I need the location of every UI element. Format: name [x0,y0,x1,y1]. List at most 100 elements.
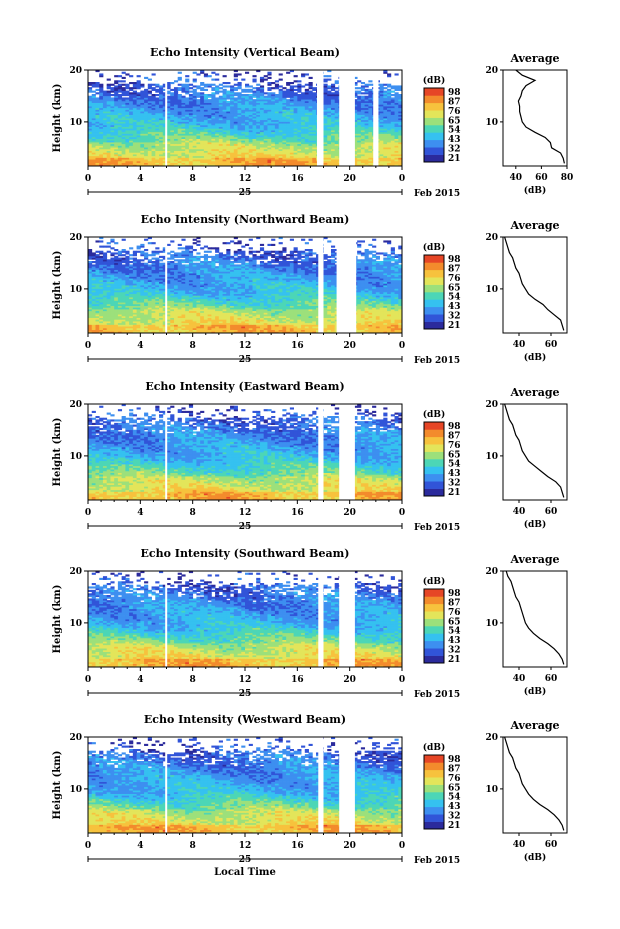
heatmap-cell [368,83,373,86]
heatmap-cell [233,152,238,155]
heatmap-cell [282,148,287,151]
heatmap-cell [360,82,366,85]
heatmap-cell [203,143,209,146]
heatmap-cell [110,164,115,167]
heatmap-cell [166,136,171,139]
heatmap-cell [271,154,276,157]
heatmap-cell [330,154,336,157]
heatmap-cell [177,148,182,151]
heatmap-cell [308,154,313,157]
heatmap-cell [207,140,212,143]
heatmap-cell [241,78,246,81]
heatmap-cell [330,152,336,155]
heatmap-cell [211,152,216,155]
heatmap-cell [99,145,104,148]
heatmap-cell [173,152,179,155]
heatmap-cell [245,145,250,148]
heatmap-cell [151,147,156,150]
heatmap-cell [91,82,96,85]
heatmap-cell [144,155,149,158]
heatmap-cell [173,142,179,145]
heatmap-cell [334,138,339,141]
heatmap-cell [289,142,294,145]
heatmap-cell [136,143,141,146]
colorbar-segment [424,132,444,141]
heatmap-cell [188,94,194,97]
heatmap-cell [241,157,246,160]
heatmap-cell [226,90,231,93]
heatmap-cell [334,90,339,93]
heatmap-cell [121,80,126,83]
heatmap-cell [274,83,280,86]
heatmap-cell [155,97,160,100]
heatmap-cell [155,83,160,86]
heatmap-cell [368,152,373,155]
heatmap-cell [357,142,362,145]
heatmap-cell [259,85,265,88]
heatmap-cell [144,143,149,146]
heatmap-cell [151,73,156,76]
heatmap-cell [360,154,366,157]
heatmap-cell [114,85,119,88]
heatmap-cell [323,142,328,145]
heatmap-cell [162,143,167,146]
heatmap-cell [353,145,358,148]
heatmap-cell [162,160,167,163]
heatmap-cell [259,135,265,138]
heatmap-cell [237,152,242,155]
heatmap-cell [129,150,134,153]
heatmap-cell [110,157,115,160]
heatmap-cell [88,152,93,155]
heatmap-cell [312,136,317,139]
heatmap-cell [196,73,201,76]
heatmap-cell [177,157,182,160]
heatmap-cell [364,140,369,143]
panel-title: Echo Intensity (Vertical Beam) [150,46,340,59]
heatmap-cell [353,157,358,160]
heatmap-cell [173,148,179,151]
heatmap-cell [282,152,287,155]
heatmap-cell [140,160,145,163]
heatmap-cell [263,136,268,139]
heatmap-cell [132,148,137,151]
heatmap-cell [215,162,220,165]
heatmap-cell [95,92,100,95]
heatmap-cell [196,140,201,143]
heatmap-cell [114,75,119,78]
heatmap-cell [387,148,392,151]
heatmap-cell [237,92,242,95]
heatmap-cell [293,157,298,160]
x-tick-label: 20 [343,174,356,184]
heatmap-cell [218,142,223,145]
heatmap-cell [394,142,399,145]
heatmap-cell [394,92,399,95]
heatmap-cell [289,140,294,143]
heatmap-cell [181,142,186,145]
heatmap-cell [327,148,332,151]
heatmap-cell [188,160,194,163]
heatmap-cell [323,136,328,139]
heatmap-cell [185,97,190,100]
heatmap-cell [95,138,100,141]
heatmap-cell [398,159,403,162]
heatmap-cell [248,160,253,163]
heatmap-cell [136,150,141,153]
heatmap-cell [173,150,179,153]
heatmap-cell [286,148,291,151]
colorbar-segment [424,139,444,148]
heatmap-cell [222,85,227,88]
profile-y-tick-label: 10 [485,118,498,128]
heatmap-cell [230,164,235,167]
heatmap-cell [304,150,309,153]
heatmap-cell [256,155,261,158]
heatmap-cell [166,148,171,151]
heatmap-cell [304,160,309,163]
heatmap-cell [200,138,205,141]
heatmap-cell [99,140,104,143]
heatmap-cell [196,162,201,165]
heatmap-cell [390,90,395,93]
heatmap-cell [151,135,156,138]
heatmap-cell [304,147,309,150]
heatmap-cell [267,76,272,79]
heatmap-cell [241,160,246,163]
